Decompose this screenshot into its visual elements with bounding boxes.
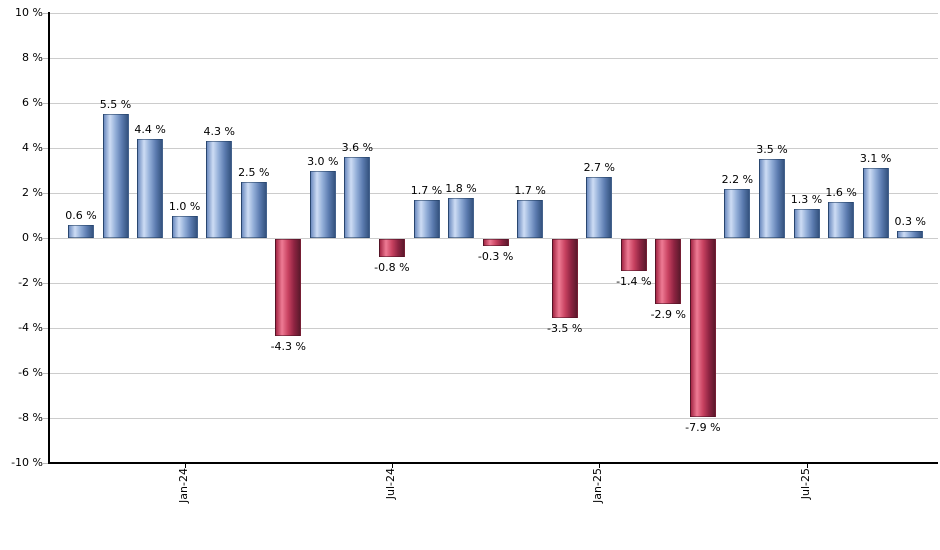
bar-value-label: 1.6 % — [825, 186, 857, 199]
bar — [206, 141, 233, 239]
x-tick-label: Jul-24 — [383, 468, 397, 500]
bar — [724, 188, 751, 238]
y-axis-tick — [43, 418, 48, 419]
gridline — [49, 58, 938, 59]
y-axis-tick — [43, 58, 48, 59]
bar-value-label: 4.3 % — [203, 125, 235, 139]
bar — [137, 139, 164, 238]
y-tick-label: 10 % — [15, 6, 43, 19]
bar-value-label: 1.0 % — [168, 199, 201, 213]
bar — [897, 231, 924, 239]
gridline — [49, 148, 938, 149]
y-tick-label: -10 % — [11, 456, 43, 469]
gridline — [49, 103, 938, 104]
bar — [586, 177, 613, 239]
bar — [655, 239, 682, 305]
x-tick-label: Jul-25 — [798, 468, 812, 500]
bar — [344, 157, 371, 238]
bar — [551, 239, 578, 318]
y-axis-tick — [43, 103, 48, 104]
y-tick-label: 6 % — [22, 96, 43, 109]
y-tick-label: 0 % — [22, 231, 43, 244]
bar-value-label: 3.6 % — [341, 141, 374, 154]
x-tick-label: Jan-25 — [591, 468, 605, 503]
x-axis-tick — [806, 463, 808, 468]
bar — [68, 224, 94, 238]
gridline — [49, 13, 938, 14]
bar-value-label: 3.0 % — [307, 154, 339, 168]
bar-value-label: -0.3 % — [477, 249, 514, 263]
gridline — [49, 328, 938, 329]
bar-value-label: 4.4 % — [134, 123, 166, 136]
bar — [689, 239, 716, 417]
bar-value-label: -0.8 % — [374, 261, 410, 274]
gridline — [49, 283, 938, 284]
bar-value-label: 0.3 % — [894, 215, 926, 229]
bar-value-label: 3.1 % — [859, 152, 892, 166]
bar — [517, 199, 544, 239]
y-axis-tick — [43, 463, 48, 464]
bar-value-label: 1.3 % — [790, 192, 823, 206]
bar — [275, 239, 302, 336]
y-tick-label: -8 % — [18, 411, 43, 424]
bar — [413, 199, 440, 239]
bar-value-label: -1.4 % — [616, 274, 652, 288]
bar-value-label: 2.7 % — [583, 161, 616, 175]
bar-value-label: 2.5 % — [238, 165, 270, 179]
bar — [482, 239, 509, 246]
bar — [171, 215, 198, 238]
gridline — [49, 193, 938, 194]
bar — [102, 114, 129, 239]
bar-value-label: 5.5 % — [99, 98, 132, 112]
x-axis-tick — [184, 463, 186, 468]
gridline — [49, 238, 938, 239]
bar-value-label: -7.9 % — [685, 420, 721, 434]
x-axis-tick — [391, 463, 393, 468]
bar — [862, 168, 889, 239]
bar — [759, 159, 785, 239]
x-tick-label: Jan-24 — [176, 468, 190, 503]
y-tick-label: 8 % — [22, 51, 43, 64]
y-axis-line — [48, 12, 50, 464]
bar — [828, 202, 855, 238]
y-axis-tick — [43, 373, 48, 374]
y-tick-label: 4 % — [22, 141, 43, 154]
bar — [793, 208, 820, 239]
y-axis-tick — [43, 238, 48, 239]
bar-value-label: -3.5 % — [546, 321, 583, 335]
bar-value-label: -4.3 % — [270, 339, 306, 353]
y-axis-tick — [43, 193, 48, 194]
bar-value-label: 3.5 % — [756, 143, 788, 157]
gridline — [49, 418, 938, 419]
y-tick-label: 2 % — [22, 186, 43, 199]
y-axis-tick — [43, 283, 48, 284]
bar-value-label: 1.7 % — [514, 183, 546, 197]
y-tick-label: -6 % — [18, 366, 43, 379]
bar-value-label: 1.8 % — [445, 181, 477, 195]
bar-value-label: 0.6 % — [65, 208, 97, 222]
x-axis-tick — [599, 463, 601, 468]
y-axis-tick — [43, 148, 48, 149]
y-axis-tick — [43, 328, 48, 329]
bar — [378, 239, 405, 257]
bar-value-label: 1.7 % — [410, 183, 443, 197]
bar — [620, 239, 647, 271]
gridline — [49, 373, 938, 374]
y-axis-tick — [43, 13, 48, 14]
bar-value-label: -2.9 % — [650, 308, 686, 322]
bar — [448, 197, 474, 238]
y-tick-label: -2 % — [18, 276, 43, 289]
bar — [240, 181, 267, 239]
bar — [309, 170, 336, 238]
y-tick-label: -4 % — [18, 321, 43, 334]
bar-value-label: 2.2 % — [721, 172, 754, 186]
x-axis-line — [48, 462, 938, 464]
